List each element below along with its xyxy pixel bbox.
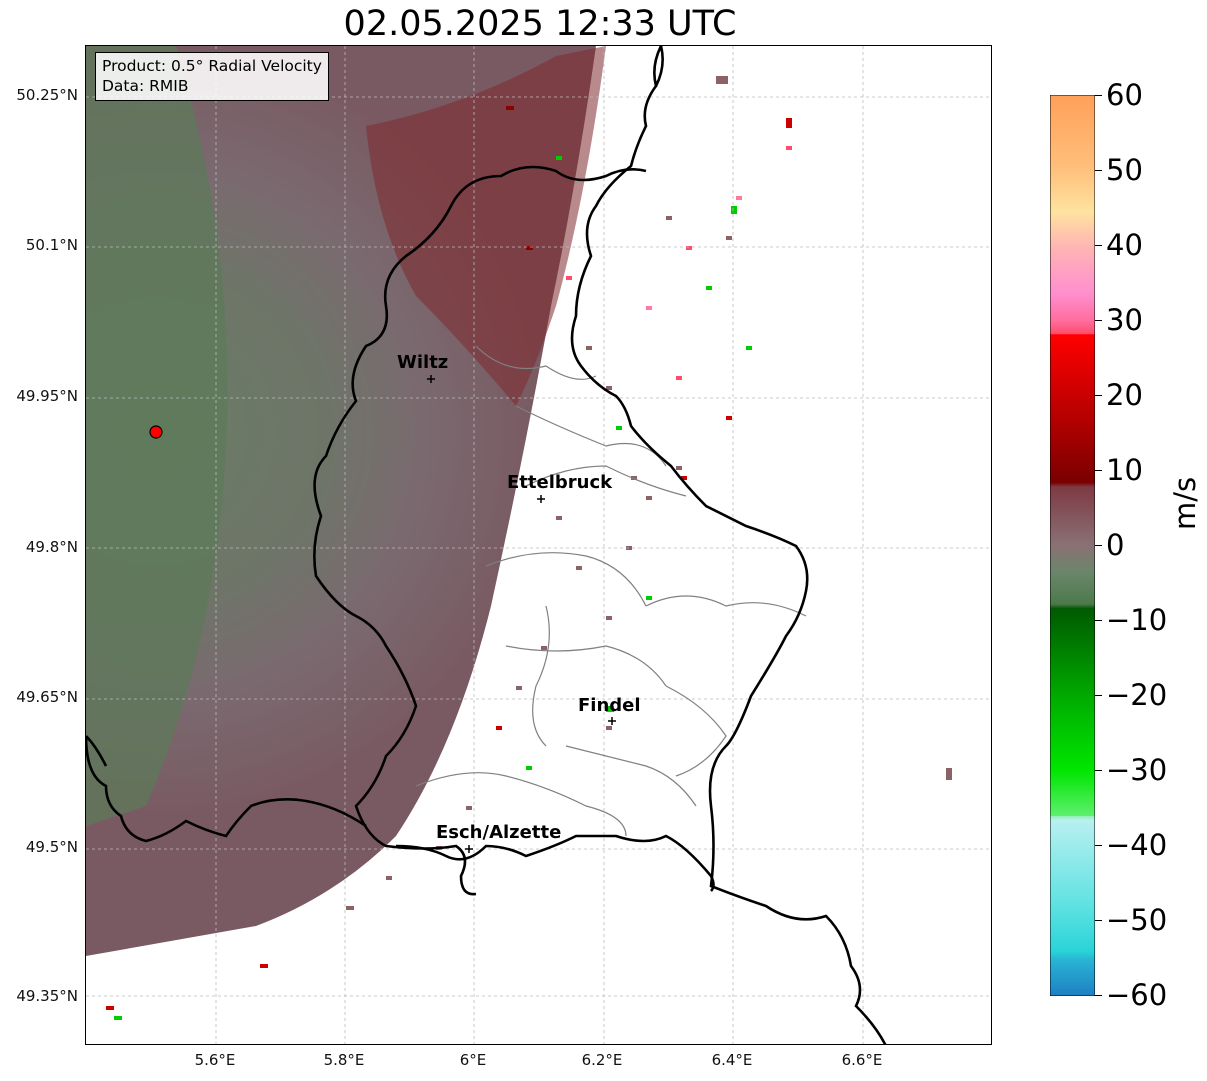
colorbar-tickmark bbox=[1095, 95, 1102, 96]
ettelbruck-marker bbox=[537, 495, 545, 503]
city-markers bbox=[427, 375, 616, 853]
velocity-colorbar bbox=[1050, 95, 1095, 996]
colorbar-tickmark bbox=[1095, 470, 1102, 471]
lon-label: 6°E bbox=[459, 1051, 487, 1069]
colorbar-tickmark bbox=[1095, 620, 1102, 621]
lat-label: 49.65°N bbox=[16, 688, 78, 706]
colorbar-tickmark bbox=[1095, 920, 1102, 921]
colorbar-tickmark bbox=[1095, 395, 1102, 396]
colorbar-tickmark bbox=[1095, 845, 1102, 846]
colorbar-tick-label: 50 bbox=[1106, 153, 1143, 187]
esch-marker bbox=[465, 845, 473, 853]
lat-label: 50.25°N bbox=[16, 86, 78, 104]
lat-label: 49.5°N bbox=[25, 838, 78, 856]
colorbar-tickmark bbox=[1095, 770, 1102, 771]
colorbar-tick-label: 0 bbox=[1106, 528, 1125, 562]
lat-label: 50.1°N bbox=[25, 236, 78, 254]
lon-label: 5.8°E bbox=[323, 1051, 365, 1069]
lon-label: 6.4°E bbox=[711, 1051, 753, 1069]
lat-label: 49.95°N bbox=[16, 387, 78, 405]
city-label-wiltz: Wiltz bbox=[397, 352, 449, 373]
product-label: Product: 0.5° Radial Velocity bbox=[102, 57, 322, 75]
radar-map-canvas bbox=[86, 46, 991, 1044]
lon-label: 6.6°E bbox=[841, 1051, 883, 1069]
colorbar-tick-label: −50 bbox=[1106, 903, 1168, 937]
colorbar-tick-label: −10 bbox=[1106, 603, 1168, 637]
canton-borders bbox=[415, 345, 807, 837]
wiltz-marker bbox=[427, 375, 435, 383]
lon-label: 6.2°E bbox=[581, 1051, 623, 1069]
radar-echo-field bbox=[86, 46, 606, 956]
city-label-esch: Esch/Alzette bbox=[436, 822, 562, 843]
map-title: 02.05.2025 12:33 UTC bbox=[343, 4, 737, 44]
city-label-ettelbruck: Ettelbruck bbox=[507, 472, 613, 493]
colorbar-tickmark bbox=[1095, 545, 1102, 546]
lat-label: 49.8°N bbox=[25, 538, 78, 556]
colorbar-tick-label: 60 bbox=[1106, 78, 1143, 112]
colorbar-tick-label: −30 bbox=[1106, 753, 1168, 787]
city-label-findel: Findel bbox=[578, 695, 641, 716]
colorbar-tick-label: 30 bbox=[1106, 303, 1143, 337]
colorbar-tick-label: 40 bbox=[1106, 228, 1143, 262]
colorbar-tickmark bbox=[1095, 995, 1102, 996]
colorbar-unit-label: m/s bbox=[1168, 476, 1202, 530]
colorbar-tick-label: −20 bbox=[1106, 678, 1168, 712]
colorbar-tickmark bbox=[1095, 170, 1102, 171]
product-info-box: Product: 0.5° Radial Velocity Data: RMIB bbox=[95, 52, 329, 101]
national-borders bbox=[86, 46, 887, 1044]
lon-label: 5.6°E bbox=[194, 1051, 236, 1069]
colorbar-tickmark bbox=[1095, 320, 1102, 321]
lat-label: 49.35°N bbox=[16, 987, 78, 1005]
colorbar-tick-label: 10 bbox=[1106, 453, 1143, 487]
radar-map[interactable]: Wiltz Ettelbruck Findel Esch/Alzette Pro… bbox=[85, 45, 992, 1045]
colorbar-tick-label: −40 bbox=[1106, 828, 1168, 862]
colorbar-tickmark bbox=[1095, 245, 1102, 246]
radar-site-marker bbox=[149, 425, 163, 439]
data-source-label: Data: RMIB bbox=[102, 77, 189, 95]
findel-marker bbox=[608, 717, 616, 725]
colorbar-tick-label: 20 bbox=[1106, 378, 1143, 412]
colorbar-tick-label: −60 bbox=[1106, 978, 1168, 1012]
colorbar-tickmark bbox=[1095, 695, 1102, 696]
